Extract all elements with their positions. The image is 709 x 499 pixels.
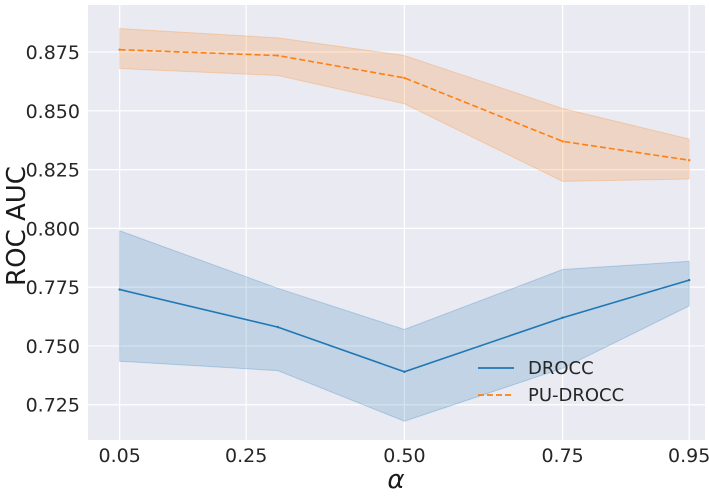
- data-point: [276, 54, 280, 57]
- confidence-band-1: [119, 27, 690, 182]
- series-line-1: [119, 48, 690, 161]
- y-tick-label: 0.825: [26, 160, 80, 182]
- plot-background: [88, 5, 705, 440]
- confidence-band-0: [119, 230, 690, 422]
- data-point: [403, 370, 406, 374]
- x-tick-label: 0.50: [383, 445, 425, 467]
- legend: DROCC PU-DROCC: [478, 358, 624, 406]
- x-axis-title: α: [387, 465, 404, 495]
- data-point: [118, 48, 121, 51]
- data-point: [561, 316, 564, 319]
- y-axis-title: ROC AUC: [2, 166, 32, 286]
- y-tick-label: 0.725: [26, 395, 80, 417]
- y-tick-label: 0.775: [26, 277, 80, 299]
- confidence-bands: [119, 27, 690, 422]
- y-tick-label: 0.850: [26, 101, 80, 123]
- data-point: [687, 158, 691, 162]
- x-tick-label: 0.05: [98, 445, 140, 467]
- data-point: [561, 140, 564, 143]
- x-tick-label: 0.75: [541, 445, 583, 467]
- y-tick-label: 0.750: [26, 336, 80, 358]
- data-point: [687, 278, 691, 282]
- x-axis-ticks: 0.05 0.25 0.50 0.75 0.95: [98, 445, 709, 467]
- y-tick-label: 0.875: [26, 42, 80, 64]
- legend-label-1: PU-DROCC: [528, 385, 624, 406]
- data-point: [118, 288, 121, 291]
- x-tick-label: 0.95: [668, 445, 709, 467]
- data-point: [403, 76, 406, 80]
- x-tick-label: 0.25: [225, 445, 267, 467]
- legend-label-0: DROCC: [528, 358, 594, 379]
- y-tick-label: 0.800: [26, 218, 80, 240]
- data-point: [276, 325, 280, 329]
- y-axis-ticks: 0.725 0.750 0.775 0.800 0.825 0.850 0.875: [26, 42, 80, 417]
- series-lines: [118, 48, 691, 374]
